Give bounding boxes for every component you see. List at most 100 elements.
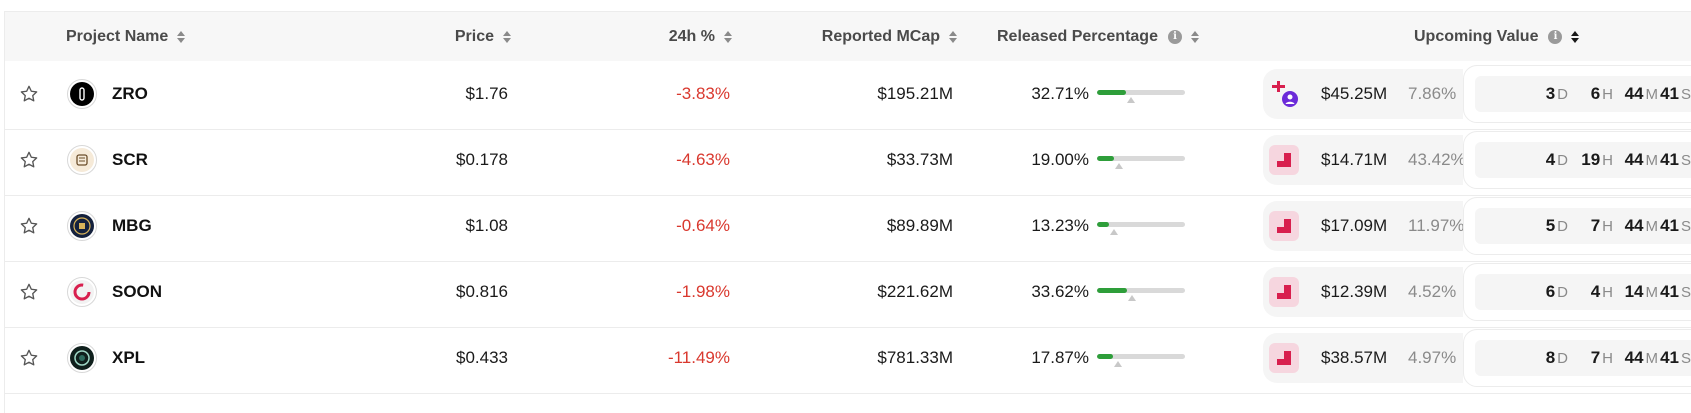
header-price[interactable]: Price [405,12,511,61]
released-percentage-value: 19.00% [1031,150,1089,169]
soon-logo-icon [67,277,97,307]
countdown-minutes: 44 M [1625,59,1658,129]
header-24h-change-label: 24h % [668,27,715,45]
countdown-field [1475,142,1691,178]
sort-icon[interactable] [1571,30,1580,43]
reported-mcap-value: $195.21M [877,84,953,103]
table-row[interactable]: SOON $0.816 -1.98% $221.62M 33.62% $12.3… [5,257,1691,328]
countdown-seconds: 41 S [1660,323,1691,393]
countdown-seconds: 41 S [1660,59,1691,129]
upcoming-percentage: 4.97% [1408,348,1457,367]
countdown-seconds: 41 S [1660,191,1691,261]
info-icon[interactable]: i [1548,29,1563,44]
upcoming-amount: $14.71M [1321,150,1388,169]
countdown-value: 44 [1624,348,1644,367]
reported-mcap-value: $33.73M [886,150,953,169]
countdown-value: 41 [1660,150,1679,169]
change-24h-value: -1.98% [676,282,730,301]
mbg-logo-icon [67,211,97,241]
sort-icon[interactable] [177,30,186,43]
countdown-value: 8 [1545,348,1556,367]
xpl-logo-icon [67,343,97,373]
countdown-unit: S [1680,349,1691,367]
sort-icon[interactable] [949,30,957,43]
countdown-value: 19 [1581,150,1601,169]
project-symbol[interactable]: MBG [112,216,152,235]
countdown-unit: H [1602,85,1613,103]
countdown-value: 6 [1590,84,1601,103]
cliff-unlock-icon [1269,277,1299,307]
change-24h-value: -0.64% [676,216,730,235]
released-percentage-value: 33.62% [1031,282,1089,301]
progress-marker-icon [1115,163,1123,169]
countdown-unit: H [1602,151,1613,169]
change-24h-value: -3.83% [676,84,730,103]
upcoming-percentage: 11.97% [1408,216,1465,235]
table-row[interactable]: ZRO $1.76 -3.83% $195.21M 32.71% $45.25M… [5,59,1691,130]
sort-icon[interactable] [724,30,732,43]
header-reported-mcap[interactable]: Reported MCap [785,12,957,61]
countdown-minutes: 44 M [1625,323,1658,393]
cliff-unlock-icon [1269,343,1299,373]
header-24h-change[interactable]: 24h % [605,12,732,61]
sort-icon[interactable] [1190,30,1199,43]
countdown-field [1475,76,1691,112]
sort-icon[interactable] [503,30,511,43]
header-reported-mcap-label: Reported MCap [821,27,940,45]
favorite-star-icon[interactable] [15,191,43,261]
upcoming-amount: $17.09M [1321,216,1388,235]
countdown-value: 6 [1545,282,1556,301]
price-value: $1.76 [465,84,508,103]
scr-logo-icon [67,145,97,175]
reported-mcap-value: $221.62M [877,282,953,301]
favorite-star-icon[interactable] [15,59,43,129]
table-row[interactable]: XPL $0.433 -11.49% $781.33M 17.87% $38.5… [5,323,1691,394]
table-row[interactable]: MBG $1.08 -0.64% $89.89M 13.23% $17.09M … [5,191,1691,262]
info-icon[interactable]: i [1167,29,1182,44]
countdown-value: 41 [1660,348,1679,367]
cliff-unlock-icon [1269,145,1299,175]
project-symbol[interactable]: ZRO [112,84,148,103]
countdown-unit: M [1645,349,1659,367]
favorite-star-icon[interactable] [15,257,43,327]
upcoming-percentage: 43.42% [1408,150,1466,169]
released-progress-bar [1097,323,1187,393]
released-percentage-value: 32.71% [1031,84,1089,103]
countdown-unit: S [1680,283,1691,301]
favorite-star-icon[interactable] [15,125,43,195]
upcoming-amount: $45.25M [1321,84,1388,103]
header-released-percentage[interactable]: Released Percentage i [997,12,1199,61]
header-project-name[interactable]: Project Name [66,12,186,61]
project-symbol[interactable]: SOON [112,282,163,301]
countdown-unit: H [1602,217,1613,235]
upcoming-value-pill[interactable] [1263,69,1463,119]
released-percentage-value: 13.23% [1031,216,1089,235]
countdown-value: 41 [1660,216,1679,235]
progress-marker-icon [1128,295,1136,301]
countdown-unit: D [1557,283,1568,301]
countdown-unit: D [1557,151,1568,169]
countdown-minutes: 14 M [1625,257,1658,327]
project-symbol[interactable]: XPL [112,348,146,367]
upcoming-percentage: 7.86% [1408,84,1457,103]
price-value: $0.816 [456,282,508,301]
project-symbol[interactable]: SCR [112,150,148,169]
released-percentage-value: 17.87% [1031,348,1089,367]
favorite-star-icon[interactable] [15,323,43,393]
cliff-unlock-icon [1269,211,1299,241]
countdown-unit: M [1645,85,1659,103]
change-24h-value: -4.63% [676,150,730,169]
countdown-value: 44 [1624,216,1644,235]
header-upcoming-value[interactable]: Upcoming Value i [1414,12,1580,61]
table-row[interactable]: SCR $0.178 -4.63% $33.73M 19.00% $14.71M… [5,125,1691,196]
header-released-percentage-label: Released Percentage [997,27,1158,45]
price-value: $0.178 [456,150,508,169]
countdown-unit: M [1645,283,1659,301]
table-left-border [4,12,5,413]
countdown-value: 5 [1545,216,1556,235]
